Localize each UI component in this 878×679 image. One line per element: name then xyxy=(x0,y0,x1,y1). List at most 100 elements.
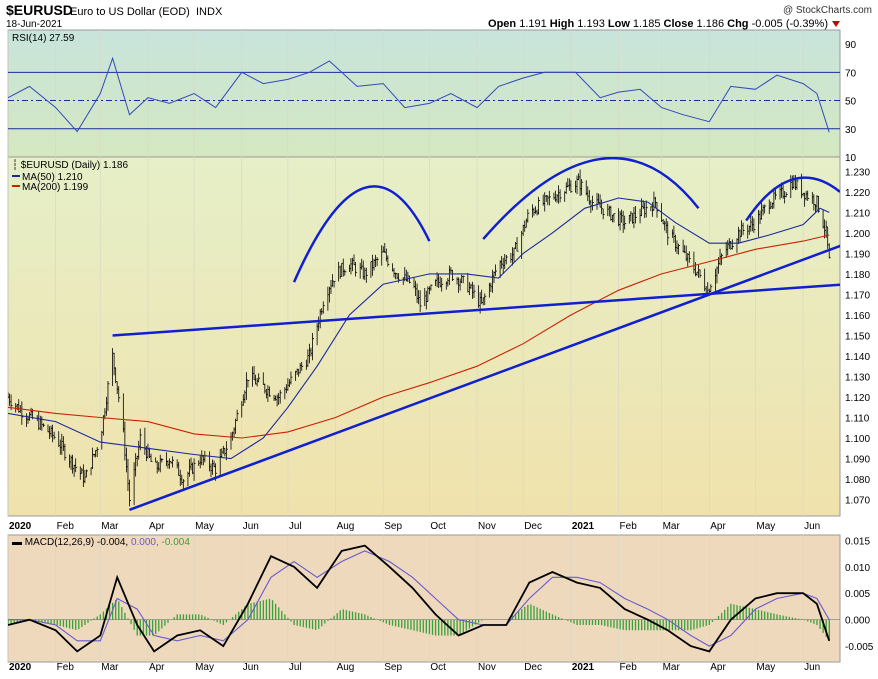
price-tick-label: 1.160 xyxy=(845,311,870,322)
macd-hist-bar xyxy=(650,619,652,631)
macd-hist-bar xyxy=(354,612,357,620)
macd-hist-bar xyxy=(779,614,781,620)
x-tick-label: Sep xyxy=(384,521,402,532)
macd-hist-bar xyxy=(385,619,388,624)
macd-hist-bar xyxy=(204,616,206,620)
rsi-tick-label: 30 xyxy=(845,125,857,136)
x-tick-label: Aug xyxy=(337,662,355,673)
resistance-arc-3 xyxy=(745,176,840,222)
rsi-legend: RSI(14) 27.59 xyxy=(12,33,75,44)
macd-hist-bar xyxy=(797,618,800,620)
macd-hist-bar xyxy=(533,605,535,620)
macd-hist-bar xyxy=(659,619,661,631)
macd-hist-bar xyxy=(225,619,228,623)
macd-hist-bar xyxy=(822,619,824,633)
x-tick-label: Jun xyxy=(243,521,259,532)
x-tick-label: Feb xyxy=(57,521,75,532)
price-x-axis: 2020 Feb Mar Apr May Jun Jul Aug Sep Oct Nov Dec 202… xyxy=(9,521,820,532)
price-tick-label: 1.220 xyxy=(845,188,870,199)
macd-line xyxy=(8,544,831,653)
macd-hist-bar xyxy=(207,617,209,620)
macd-hist-bar xyxy=(576,619,578,625)
macd-hist-bar xyxy=(428,619,431,635)
macd-hist-bar xyxy=(456,619,458,636)
macd-hist-bar xyxy=(724,609,726,620)
macd-hist-bar xyxy=(256,601,258,620)
price-y-axis: 1.070 1.080 1.090 1.100 1.110 1.120 1.130 1.140… xyxy=(845,167,870,506)
macd-hist-bar xyxy=(708,619,710,625)
macd-hist-bar xyxy=(693,619,695,630)
macd-hist-bar xyxy=(597,619,600,625)
watermark: @ StockCharts.com xyxy=(783,5,872,16)
macd-hist-bar xyxy=(78,619,80,630)
x-tick-label: Jul xyxy=(289,662,302,673)
x-tick-label: May xyxy=(756,521,775,532)
price-tick-label: 1.120 xyxy=(845,393,870,404)
macd-hist-bar xyxy=(268,598,271,620)
macd-hist-bar xyxy=(745,607,747,620)
macd-hist-bar xyxy=(336,613,338,620)
macd-hist-bar xyxy=(736,605,738,620)
macd-hist-bar xyxy=(99,614,101,620)
x-tick-label: 2020 xyxy=(9,662,32,673)
macd-hist-bar xyxy=(161,619,163,629)
macd-hist-bar xyxy=(514,613,517,620)
macd-hist-bar xyxy=(213,619,215,621)
macd-hist-bar xyxy=(438,619,440,636)
macd-hist-bar xyxy=(539,608,541,620)
price-tick-label: 1.190 xyxy=(845,249,870,260)
macd-hist-bar xyxy=(757,609,760,620)
macd-hist-bar xyxy=(776,614,778,620)
macd-hist-bar xyxy=(419,619,421,633)
macd-hist-bar xyxy=(441,619,443,636)
macd-hist-bar xyxy=(321,619,323,627)
macd-hist-bar xyxy=(816,619,818,625)
macd-hist-bar xyxy=(619,619,621,630)
macd-hist-bar xyxy=(339,610,341,620)
x-tick-label: Dec xyxy=(524,662,542,673)
macd-hist-bar xyxy=(819,619,821,629)
macd-hist-bar xyxy=(530,604,532,620)
price-bars xyxy=(8,169,831,507)
macd-hist-bar xyxy=(711,619,714,622)
macd-hist-bar xyxy=(662,619,664,631)
macd-hist-bar xyxy=(760,610,763,620)
macd-hist-bar xyxy=(250,603,252,620)
macd-hist-bar xyxy=(604,619,606,626)
macd-hist-bar xyxy=(50,619,52,625)
macd-hist-bar xyxy=(16,619,18,623)
macd-hist-bar xyxy=(108,605,111,620)
macd-hist-bar xyxy=(644,619,646,631)
x-tick-label: Apr xyxy=(149,662,165,673)
month-grid xyxy=(7,30,804,662)
macd-hist-bar xyxy=(127,618,129,620)
trendline-upper xyxy=(112,283,840,337)
macd-hist-bar xyxy=(453,619,455,636)
macd-hist-bar xyxy=(680,619,683,631)
x-tick-label: Jul xyxy=(289,521,302,532)
macd-hist-bar xyxy=(10,619,12,625)
macd-hist-bar xyxy=(733,604,735,620)
macd-hist-bar xyxy=(53,619,55,625)
macd-hist-bar xyxy=(274,603,277,620)
macd-hist-bar xyxy=(785,616,787,620)
macd-hist-bar xyxy=(705,619,707,626)
macd-hist-bar xyxy=(65,619,68,628)
macd-tick-label: 0.000 xyxy=(845,616,870,627)
x-tick-label: May xyxy=(756,662,775,673)
macd-hist-bar xyxy=(401,619,403,628)
macd-hist-bar xyxy=(690,619,692,631)
x-tick-label: Mar xyxy=(101,521,119,532)
macd-hist-bar xyxy=(145,619,148,636)
price-tick-label: 1.110 xyxy=(845,414,870,425)
macd-hist-bar xyxy=(271,600,274,620)
x-tick-label: Feb xyxy=(620,662,638,673)
macd-hist-bar xyxy=(358,612,360,620)
macd-hist-bar xyxy=(431,619,434,635)
macd-hist-bar xyxy=(625,619,627,631)
macd-hist-bar xyxy=(434,619,437,636)
macd-hist-bar xyxy=(610,619,612,628)
macd-hist-bar xyxy=(782,615,784,620)
macd-hist-bar xyxy=(173,617,175,620)
